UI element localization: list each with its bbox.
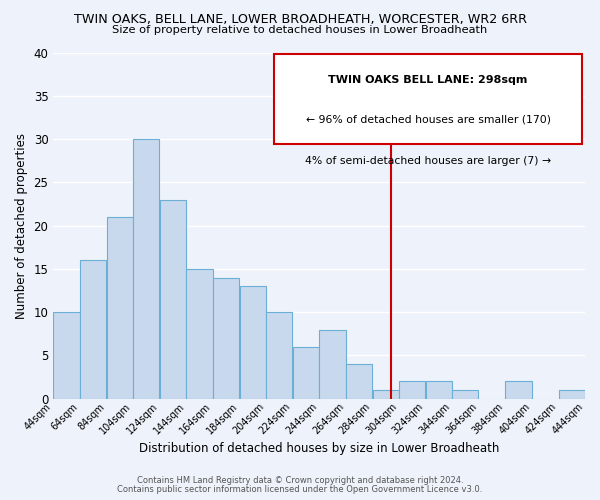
Text: 4% of semi-detached houses are larger (7) →: 4% of semi-detached houses are larger (7… — [305, 156, 551, 166]
Text: ← 96% of detached houses are smaller (170): ← 96% of detached houses are smaller (17… — [305, 115, 551, 125]
Bar — [160, 200, 186, 399]
Bar — [239, 286, 266, 399]
Bar — [452, 390, 478, 399]
Y-axis label: Number of detached properties: Number of detached properties — [15, 132, 28, 318]
Bar — [293, 347, 319, 399]
Bar — [53, 312, 80, 399]
Text: TWIN OAKS, BELL LANE, LOWER BROADHEATH, WORCESTER, WR2 6RR: TWIN OAKS, BELL LANE, LOWER BROADHEATH, … — [74, 12, 527, 26]
Bar — [266, 312, 292, 399]
Text: Contains HM Land Registry data © Crown copyright and database right 2024.: Contains HM Land Registry data © Crown c… — [137, 476, 463, 485]
Bar — [505, 382, 532, 399]
Bar — [399, 382, 425, 399]
Bar — [187, 269, 212, 399]
Bar — [425, 382, 452, 399]
Bar — [346, 364, 372, 399]
Bar — [319, 330, 346, 399]
Bar — [80, 260, 106, 399]
Bar — [213, 278, 239, 399]
Bar — [559, 390, 585, 399]
Text: TWIN OAKS BELL LANE: 298sqm: TWIN OAKS BELL LANE: 298sqm — [328, 75, 528, 85]
Bar — [133, 139, 160, 399]
X-axis label: Distribution of detached houses by size in Lower Broadheath: Distribution of detached houses by size … — [139, 442, 499, 455]
Bar — [373, 390, 399, 399]
Text: Contains public sector information licensed under the Open Government Licence v3: Contains public sector information licen… — [118, 485, 482, 494]
FancyBboxPatch shape — [274, 54, 583, 144]
Bar — [107, 217, 133, 399]
Text: Size of property relative to detached houses in Lower Broadheath: Size of property relative to detached ho… — [112, 25, 488, 35]
